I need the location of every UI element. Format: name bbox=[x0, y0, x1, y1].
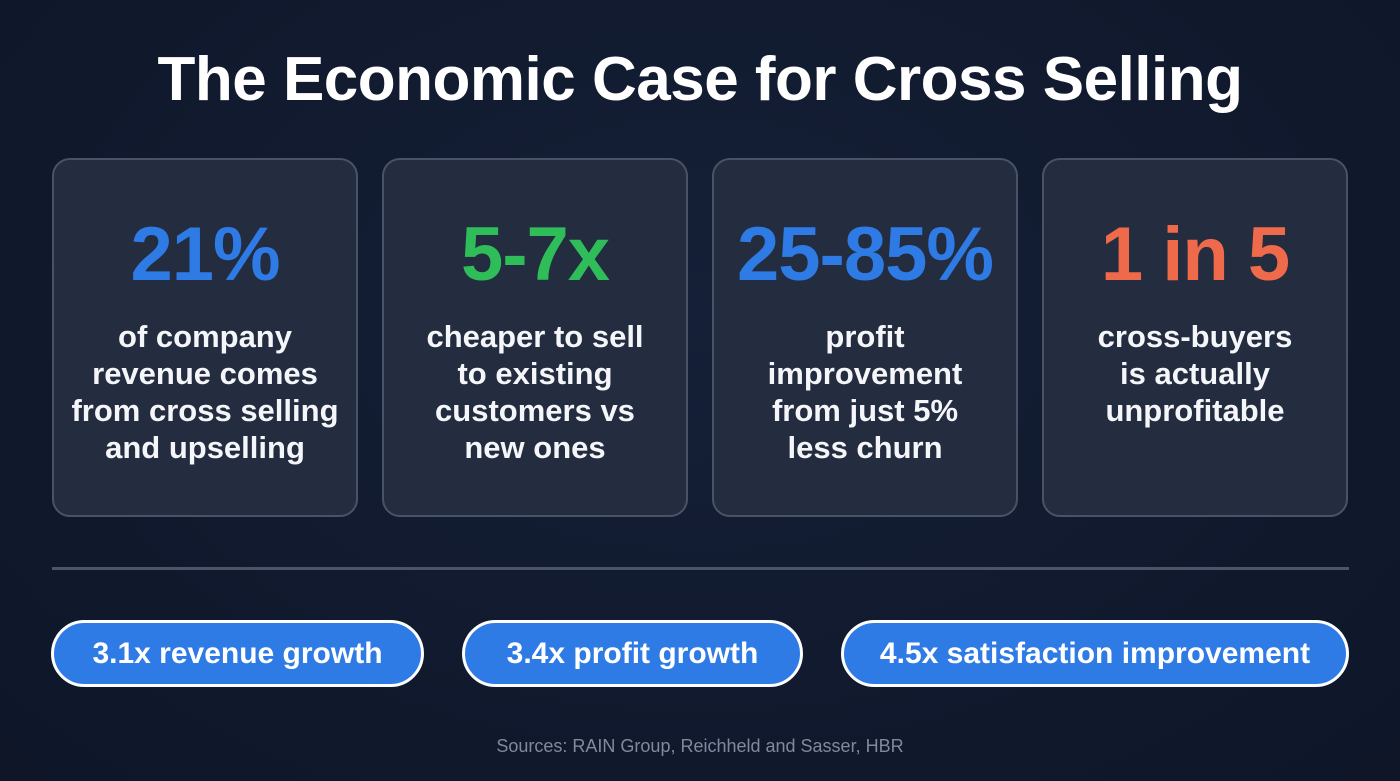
desc-line: less churn bbox=[787, 430, 943, 465]
desc-line: profit bbox=[825, 319, 905, 354]
page-title: The Economic Case for Cross Selling bbox=[157, 45, 1244, 114]
desc-line: cross-buyers bbox=[1097, 319, 1293, 354]
stat-card-revenue-share: 21% of company revenue comes from cross … bbox=[52, 158, 358, 517]
stat-card-unprofitable: 1 in 5 cross-buyers is actually unprofit… bbox=[1042, 158, 1348, 517]
desc-line: of company bbox=[118, 319, 292, 354]
stat-description: cross-buyers is actually unprofitable bbox=[1052, 318, 1338, 429]
stat-value: 5-7x bbox=[460, 212, 610, 297]
stat-card-cost: 5-7x cheaper to sell to existing custome… bbox=[382, 158, 688, 517]
stat-description: cheaper to sell to existing customers vs… bbox=[392, 318, 678, 466]
desc-line: to existing bbox=[457, 356, 613, 391]
desc-line: from cross selling bbox=[71, 393, 339, 428]
stat-value: 21% bbox=[130, 212, 280, 297]
desc-line: customers vs bbox=[435, 393, 635, 428]
pill-satisfaction-improvement: 4.5x satisfaction improvement bbox=[841, 620, 1349, 687]
pill-revenue-growth: 3.1x revenue growth bbox=[51, 620, 424, 687]
pill-profit-growth: 3.4x profit growth bbox=[462, 620, 803, 687]
stat-card-churn: 25-85% profit improvement from just 5% l… bbox=[712, 158, 1018, 517]
desc-line: unprofitable bbox=[1105, 393, 1285, 428]
section-divider bbox=[52, 567, 1349, 570]
stat-description: profit improvement from just 5% less chu… bbox=[722, 318, 1008, 466]
desc-line: is actually bbox=[1120, 356, 1270, 391]
sources-footnote: Sources: RAIN Group, Reichheld and Sasse… bbox=[496, 736, 904, 756]
desc-line: improvement bbox=[767, 356, 963, 391]
desc-line: and upselling bbox=[105, 430, 305, 465]
stat-cards: 21% of company revenue comes from cross … bbox=[52, 158, 1349, 517]
stat-value: 25-85% bbox=[737, 212, 994, 297]
stat-value: 1 in 5 bbox=[1100, 212, 1290, 297]
stat-description: of company revenue comes from cross sell… bbox=[62, 318, 348, 466]
desc-line: revenue comes bbox=[92, 356, 318, 391]
desc-line: from just 5% bbox=[771, 393, 959, 428]
desc-line: cheaper to sell bbox=[426, 319, 644, 354]
desc-line: new ones bbox=[464, 430, 606, 465]
